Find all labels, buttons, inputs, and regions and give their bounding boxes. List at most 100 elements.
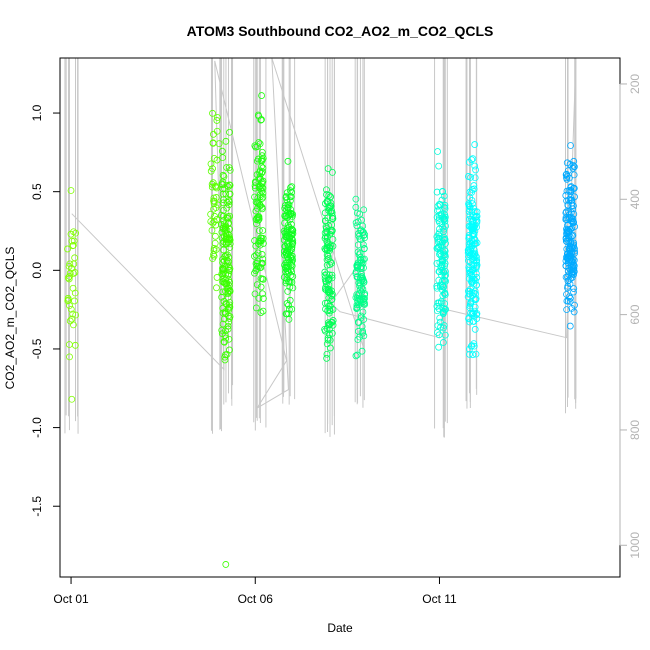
data-point	[288, 188, 296, 196]
data-point	[286, 283, 294, 291]
data-point	[281, 219, 288, 227]
data-point	[219, 309, 227, 317]
data-point	[218, 228, 226, 236]
data-point	[359, 327, 367, 335]
data-point	[224, 322, 232, 330]
data-point	[254, 155, 262, 163]
data-point	[466, 265, 474, 273]
data-point	[570, 288, 577, 296]
data-point	[223, 285, 231, 293]
data-point	[256, 182, 264, 190]
data-point	[256, 264, 264, 272]
data-point	[435, 217, 443, 224]
data-point	[568, 304, 576, 312]
x-axis: Oct 01 Oct 06 Oct 11	[53, 576, 457, 606]
data-point	[70, 228, 77, 236]
data-point	[288, 245, 296, 253]
data-point	[470, 340, 478, 348]
data-point	[433, 188, 441, 196]
data-point	[253, 281, 261, 289]
y-right-tick-label: 1000	[628, 532, 642, 559]
y-right-tick-label: 200	[628, 74, 642, 94]
data-point	[355, 251, 363, 259]
data-point	[284, 233, 291, 241]
data-point	[252, 251, 260, 259]
data-point	[259, 290, 266, 298]
data-point	[562, 208, 570, 216]
y-axis-right-altitude: 200 400 600 800 1000	[619, 74, 642, 559]
data-point	[254, 257, 262, 265]
data-point	[433, 244, 441, 252]
data-point	[257, 283, 265, 291]
data-point	[226, 212, 234, 220]
data-point	[287, 184, 294, 191]
data-point	[323, 354, 331, 362]
altitude-path-line	[71, 57, 577, 409]
data-point	[563, 187, 571, 195]
data-point	[352, 294, 360, 302]
data-point	[563, 290, 570, 298]
data-point	[251, 237, 259, 244]
data-point	[466, 249, 474, 257]
data-point	[225, 263, 233, 271]
data-point	[467, 285, 474, 293]
data-point	[358, 273, 366, 281]
data-point	[562, 262, 570, 270]
data-point	[325, 191, 333, 199]
data-point	[328, 227, 336, 235]
data-point	[568, 199, 576, 207]
data-point	[254, 249, 262, 257]
data-point	[212, 182, 219, 190]
data-point	[226, 235, 233, 243]
y-axis-label: CO2_AO2_m_CO2_QCLS	[3, 247, 17, 390]
data-point	[222, 240, 230, 248]
data-point	[567, 196, 575, 204]
data-point	[219, 185, 227, 193]
data-point	[325, 302, 333, 310]
data-point	[288, 254, 296, 262]
data-point	[323, 238, 331, 245]
data-point	[285, 250, 292, 258]
data-point	[361, 255, 368, 263]
data-point	[353, 273, 361, 281]
data-point	[208, 183, 216, 191]
data-point	[434, 207, 441, 215]
data-point	[321, 200, 329, 207]
data-point	[440, 225, 448, 233]
data-point	[288, 241, 296, 249]
data-point	[469, 225, 477, 233]
data-point	[566, 244, 574, 252]
data-point	[473, 311, 480, 319]
data-point	[64, 245, 71, 253]
data-point	[353, 351, 361, 359]
data-point	[67, 187, 75, 194]
data-point	[329, 168, 336, 176]
data-point	[325, 286, 333, 293]
data-point	[326, 307, 334, 315]
data-point	[473, 281, 480, 289]
y-right-tick-label: 600	[628, 304, 642, 324]
data-point	[219, 181, 226, 189]
data-point	[354, 241, 362, 249]
data-point	[322, 233, 329, 241]
data-point	[471, 325, 479, 333]
data-point	[466, 345, 473, 353]
data-point	[327, 202, 335, 210]
data-point	[472, 213, 480, 221]
data-point	[433, 307, 441, 315]
data-point	[565, 256, 573, 264]
data-point	[359, 308, 367, 316]
data-point	[211, 239, 219, 247]
data-point	[257, 309, 265, 316]
data-point	[328, 207, 336, 215]
data-point	[256, 191, 264, 198]
data-point	[219, 275, 227, 283]
data-point	[322, 280, 330, 288]
data-point	[433, 302, 441, 310]
data-point	[563, 306, 571, 314]
data-point	[473, 208, 481, 216]
data-point	[327, 226, 335, 234]
data-point	[441, 247, 449, 255]
data-point	[435, 162, 443, 170]
y-axis: 1.0 0.5 0.0 -0.5 -1.0 -1.5	[30, 104, 61, 517]
